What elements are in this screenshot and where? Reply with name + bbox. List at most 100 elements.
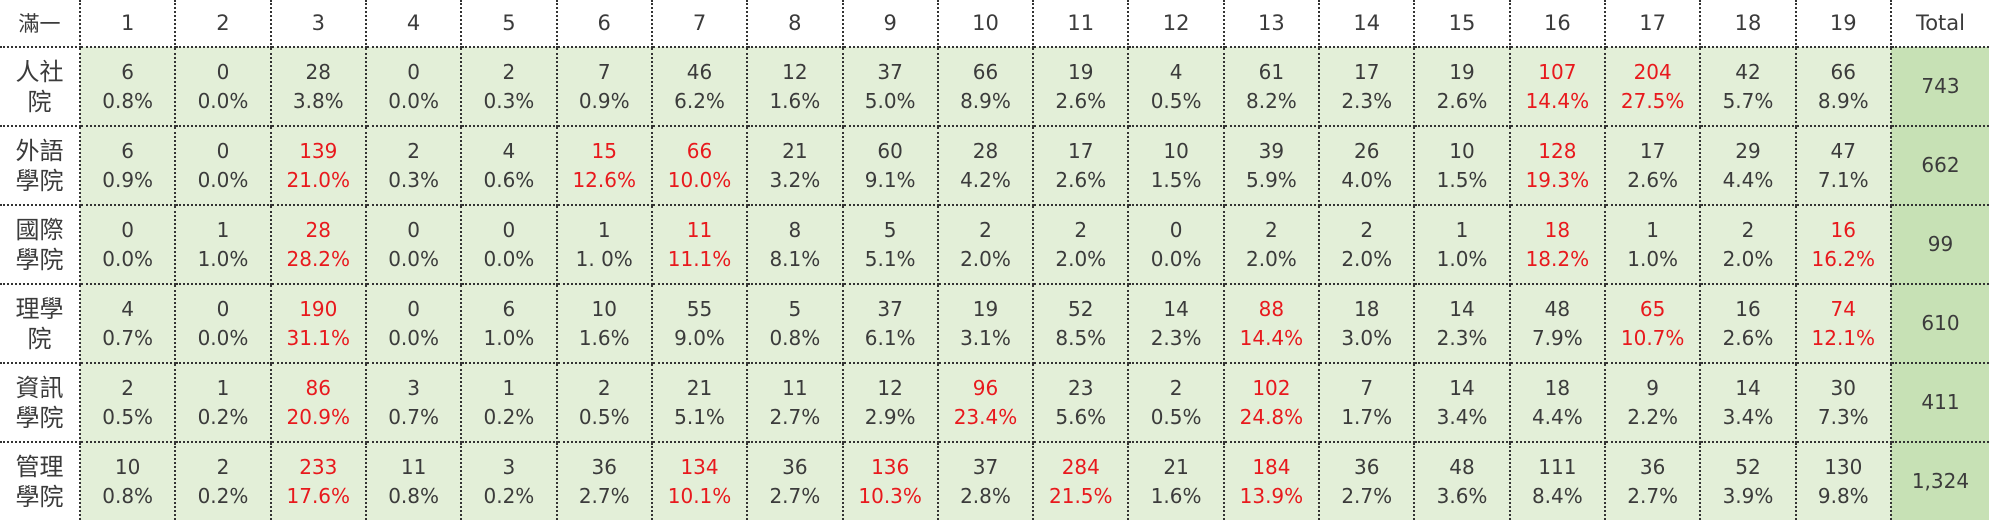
- data-cell: 4 0.7%: [80, 284, 177, 364]
- data-cell: 18 3.0%: [1319, 284, 1416, 364]
- cell-count: 36: [782, 454, 808, 479]
- data-cell: 47 7.1%: [1795, 126, 1892, 206]
- column-header: 9: [842, 0, 939, 48]
- cell-percent: 6.1%: [864, 325, 916, 350]
- cell-percent: 0.8%: [102, 483, 154, 508]
- cell-count: 14: [1735, 375, 1761, 400]
- cell-percent: 10.1%: [667, 483, 732, 508]
- cell-percent: 7.1%: [1817, 167, 1869, 192]
- cell-count: 6: [502, 296, 516, 321]
- data-cell: 86 20.9%: [270, 363, 367, 443]
- column-header: 3: [270, 0, 367, 48]
- cell-percent: 19.3%: [1525, 167, 1590, 192]
- data-cell: 2 2.0%: [1223, 205, 1321, 285]
- cell-percent: 20.9%: [286, 404, 351, 429]
- cell-count: 0: [216, 296, 230, 321]
- data-cell: 6 1.0%: [461, 284, 558, 364]
- cell-count: 14: [1449, 296, 1475, 321]
- data-cell: 2 0.5%: [80, 363, 177, 443]
- cell-count: 7: [597, 59, 611, 84]
- cell-percent: 21.5%: [1049, 483, 1113, 508]
- cell-percent: 0.9%: [102, 167, 154, 192]
- cell-count: 16: [1735, 296, 1761, 321]
- data-cell: 52 3.9%: [1700, 442, 1797, 520]
- data-cell: 21 1.6%: [1128, 442, 1225, 520]
- cell-count: 21: [1163, 454, 1189, 479]
- cell-count: 10: [1449, 138, 1475, 163]
- cell-percent: 12.6%: [572, 167, 636, 192]
- data-cell: 0 0.0%: [365, 284, 463, 364]
- table-row: 人社院 6 0.8% 0 0.0% 28 3.8% 0 0.0% 2 0.3% 7 0.9% 46 6.2%…: [0, 47, 1989, 127]
- cell-percent: 0.0%: [102, 246, 154, 271]
- cell-count: 88: [1258, 296, 1285, 321]
- data-cell: 88 14.4%: [1223, 284, 1321, 364]
- cell-percent: 2.6%: [1055, 167, 1107, 192]
- data-cell: 21 3.2%: [747, 126, 844, 206]
- row-label: 外語學院: [0, 126, 81, 206]
- data-cell: 10 0.8%: [80, 442, 177, 520]
- data-cell: 10 1.5%: [1128, 126, 1225, 206]
- data-cell: 3 0.7%: [365, 363, 463, 443]
- cell-percent: 2.6%: [1722, 325, 1774, 350]
- data-cell: 3 0.2%: [461, 442, 558, 520]
- cell-percent: 8.9%: [1817, 88, 1869, 113]
- data-cell: 4 0.6%: [461, 126, 558, 206]
- cell-percent: 2.3%: [1150, 325, 1202, 350]
- cell-percent: 4.4%: [1531, 404, 1583, 429]
- row-label: 國際學院: [0, 205, 81, 285]
- cell-count: 52: [1068, 296, 1094, 321]
- row-label: 資訊學院: [0, 363, 81, 443]
- cell-count: 39: [1258, 138, 1285, 163]
- cell-count: 130: [1824, 454, 1863, 479]
- cell-count: 2: [216, 454, 230, 479]
- cell-percent: 3.1%: [960, 325, 1011, 350]
- cell-percent: 0.0%: [197, 88, 249, 113]
- cell-percent: 4.2%: [960, 167, 1011, 192]
- column-header: 2: [175, 0, 272, 48]
- cell-count: 7: [1360, 375, 1374, 400]
- cell-percent: 2.8%: [960, 483, 1011, 508]
- cell-percent: 16.2%: [1811, 246, 1876, 271]
- cell-percent: 2.7%: [1627, 483, 1679, 508]
- data-cell: 2 0.2%: [175, 442, 272, 520]
- cell-percent: 0.0%: [197, 325, 249, 350]
- data-cell: 134 10.1%: [651, 442, 749, 520]
- column-header: 13: [1223, 0, 1321, 48]
- cell-percent: 0.5%: [1150, 404, 1202, 429]
- data-cell: 61 8.2%: [1223, 47, 1321, 127]
- data-cell: 17 2.3%: [1319, 47, 1416, 127]
- data-cell: 11 11.1%: [651, 205, 749, 285]
- data-cell: 0 0.0%: [365, 205, 463, 285]
- cell-count: 46: [686, 59, 713, 84]
- cell-percent: 1.6%: [578, 325, 630, 350]
- cell-count: 19: [1449, 59, 1475, 84]
- corner-label: 滿一: [0, 0, 81, 48]
- cell-count: 26: [1353, 138, 1380, 163]
- data-cell: 139 21.0%: [270, 126, 367, 206]
- cell-count: 134: [680, 454, 719, 479]
- data-cell: 102 24.8%: [1223, 363, 1321, 443]
- cell-count: 4: [121, 296, 135, 321]
- cell-percent: 1.0%: [1436, 246, 1488, 271]
- cell-count: 2: [121, 375, 135, 400]
- data-cell: 48 7.9%: [1509, 284, 1607, 364]
- cell-count: 23: [1068, 375, 1094, 400]
- cell-percent: 2.0%: [1055, 246, 1107, 271]
- cell-count: 66: [1830, 59, 1856, 84]
- cell-percent: 13.9%: [1239, 483, 1304, 508]
- cell-count: 61: [1258, 59, 1285, 84]
- cell-count: 2: [1741, 217, 1755, 242]
- cell-percent: 2.0%: [960, 246, 1011, 271]
- data-cell: 37 6.1%: [842, 284, 939, 364]
- cell-count: 136: [871, 454, 910, 479]
- data-cell: 66 8.9%: [937, 47, 1035, 127]
- cell-percent: 5.7%: [1722, 88, 1774, 113]
- cell-percent: 0.0%: [483, 246, 535, 271]
- cell-percent: 1.6%: [769, 88, 821, 113]
- cell-percent: 5.9%: [1246, 167, 1297, 192]
- data-cell: 1 1.0%: [175, 205, 272, 285]
- cell-count: 139: [299, 138, 338, 163]
- data-cell: 14 3.4%: [1700, 363, 1797, 443]
- data-cell: 23 5.6%: [1033, 363, 1130, 443]
- data-cell: 18 18.2%: [1509, 205, 1607, 285]
